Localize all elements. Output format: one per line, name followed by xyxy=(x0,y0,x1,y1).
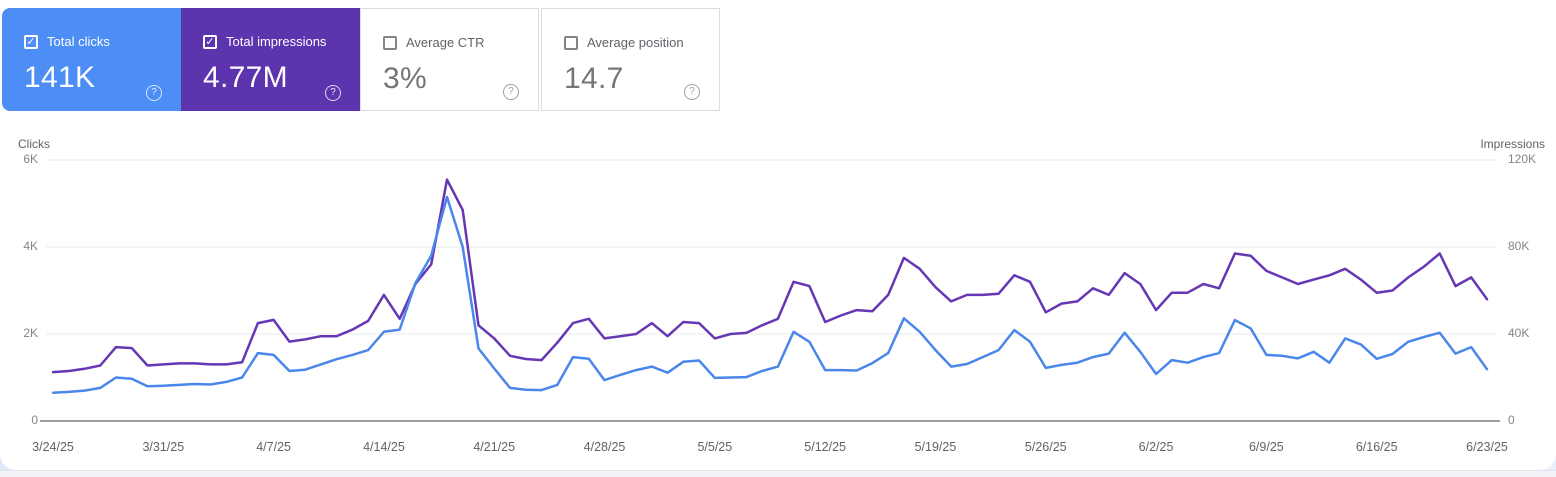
total-clicks-checkbox[interactable]: ✓ xyxy=(24,34,38,49)
x-axis-tick-label: 4/21/25 xyxy=(473,440,516,454)
help-icon[interactable]: ? xyxy=(146,85,162,101)
total-impressions-label: Total impressions xyxy=(226,34,327,49)
y-axis-left-tick-label: 4K xyxy=(23,239,38,253)
x-axis-tick-label: 4/7/25 xyxy=(256,440,291,454)
average-ctr-label: Average CTR xyxy=(406,35,485,50)
y-axis-right-tick-label: 120K xyxy=(1508,152,1537,166)
help-icon[interactable]: ? xyxy=(684,84,700,100)
x-axis-tick-label: 6/23/25 xyxy=(1466,440,1508,454)
total-clicks-value: 141K xyxy=(24,61,96,94)
card-header: Average position xyxy=(564,35,719,50)
average-position-checkbox[interactable] xyxy=(564,35,578,50)
x-axis-tick-label: 6/9/25 xyxy=(1248,440,1284,454)
x-axis-tick-label: 6/2/25 xyxy=(1138,440,1174,454)
panel-corner-mask xyxy=(0,454,16,470)
x-axis-tick-label: 4/28/25 xyxy=(583,440,626,454)
impressions-axis-title: Impressions xyxy=(1480,137,1545,151)
card-header: Average CTR xyxy=(383,35,538,50)
y-axis-left-tick-label: 2K xyxy=(23,326,38,340)
x-axis-tick-label: 5/5/25 xyxy=(697,440,733,454)
total-impressions-checkbox[interactable]: ✓ xyxy=(203,34,217,49)
checkmark-icon: ✓ xyxy=(205,35,215,48)
average-position-value: 14.7 xyxy=(564,62,624,95)
total-clicks-label: Total clicks xyxy=(47,34,110,49)
x-axis-tick-label: 5/12/25 xyxy=(804,440,846,454)
metric-card-average-ctr[interactable]: Average CTR 3% ? xyxy=(360,8,539,111)
x-axis-tick-label: 5/19/25 xyxy=(914,440,957,454)
card-header: ✓ Total impressions xyxy=(203,34,360,49)
clicks-line[interactable] xyxy=(51,195,1489,394)
page-background-strip xyxy=(0,470,1556,477)
total-impressions-value: 4.77M xyxy=(203,61,288,94)
x-axis-tick-label: 4/14/25 xyxy=(363,440,405,454)
gridlines xyxy=(40,159,1500,422)
average-ctr-checkbox[interactable] xyxy=(383,35,397,50)
y-axis-right-tick-label: 40K xyxy=(1508,326,1530,340)
x-axis-tick-label: 5/26/25 xyxy=(1024,440,1067,454)
average-ctr-value: 3% xyxy=(383,62,427,95)
y-axis-right-tick-label: 0 xyxy=(1508,413,1515,427)
x-axis-tick-label: 3/31/25 xyxy=(142,440,185,454)
panel-corner-left xyxy=(0,454,16,470)
metric-card-average-position[interactable]: Average position 14.7 ? xyxy=(541,8,720,111)
y-axis-left-tick-label: 6K xyxy=(23,152,38,166)
metric-card-total-clicks[interactable]: ✓ Total clicks 141K ? xyxy=(2,8,181,111)
x-axis-tick-label: 6/16/25 xyxy=(1355,440,1398,454)
clicks-axis-title: Clicks xyxy=(18,137,50,151)
x-axis-tick-label: 3/24/25 xyxy=(32,440,74,454)
average-position-label: Average position xyxy=(587,35,684,50)
metric-card-total-impressions[interactable]: ✓ Total impressions 4.77M ? xyxy=(181,8,360,111)
panel-corner-right xyxy=(1540,454,1556,470)
help-icon[interactable]: ? xyxy=(503,84,519,100)
checkmark-icon: ✓ xyxy=(26,35,36,48)
panel-corner-mask xyxy=(1540,454,1556,470)
help-icon[interactable]: ? xyxy=(325,85,341,101)
y-axis-left-tick-label: 0 xyxy=(31,413,38,427)
metric-cards-row: ✓ Total clicks 141K ? ✓ Total impression… xyxy=(2,8,720,111)
card-header: ✓ Total clicks xyxy=(24,34,181,49)
y-axis-right-tick-label: 80K xyxy=(1508,239,1530,253)
impressions-line[interactable] xyxy=(51,178,1489,374)
